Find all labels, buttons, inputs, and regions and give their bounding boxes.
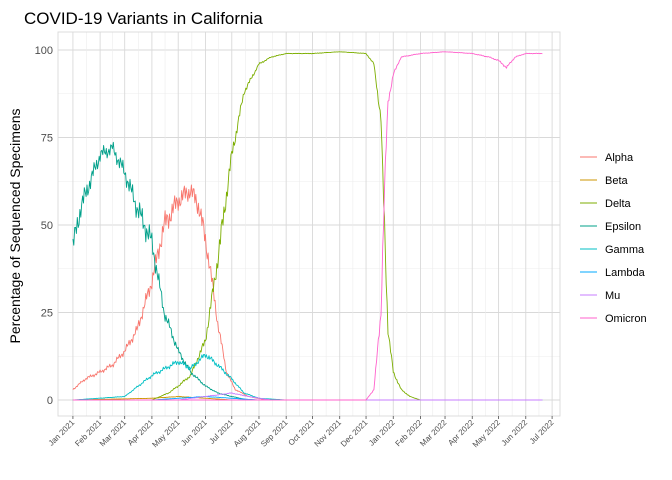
x-tick-label: Mar 2021 [98,418,129,449]
series-lines [72,51,543,401]
legend-item-omicron: Omicron [580,313,647,325]
legend-item-epsilon: Epsilon [580,221,641,233]
legend-label: Gamma [605,244,645,256]
y-tick-label: 0 [47,395,53,407]
legend-label: Mu [605,290,620,302]
y-tick-label: 25 [41,308,53,320]
series-line-omicron [72,51,543,401]
legend-item-gamma: Gamma [580,244,645,256]
x-tick-label: May 2021 [150,418,182,450]
legend: Alpha Beta Delta Epsilon Gamma Lambda Mu Omicro… [580,152,647,325]
legend-item-delta: Delta [580,198,632,210]
legend-label: Epsilon [605,221,641,233]
y-tick-label: 100 [35,45,53,57]
x-tick-label: Sep 2021 [259,418,290,449]
x-tick-label: Jul 2022 [528,418,556,446]
chart-title: COVID-19 Variants in California [24,9,263,28]
y-tick-label: 50 [41,220,53,232]
legend-label: Omicron [605,313,647,325]
legend-label: Beta [605,175,629,187]
x-tick-label: Nov 2021 [313,418,344,449]
legend-item-alpha: Alpha [580,152,634,164]
legend-item-lambda: Lambda [580,267,646,279]
x-tick-label: Mar 2022 [418,418,449,449]
legend-label: Lambda [605,267,646,279]
x-tick-label: Jan 2022 [367,418,397,448]
legend-label: Delta [605,198,632,210]
grid [57,31,561,417]
x-tick-label: May 2022 [471,418,503,450]
legend-item-mu: Mu [580,290,620,302]
y-axis-label: Percentage of Sequenced Specimens [7,108,23,343]
legend-label: Alpha [605,152,634,164]
legend-item-beta: Beta [580,175,629,187]
x-tick-label: Jan 2021 [47,418,77,448]
x-tick-label: Jun 2022 [500,418,530,448]
plot-panel-border [57,31,561,417]
x-tick-label: Aug 2021 [232,418,263,449]
x-tick-label: Dec 2021 [339,418,370,449]
y-tick-label: 75 [41,133,53,145]
x-tick-label: Jun 2021 [179,418,209,448]
